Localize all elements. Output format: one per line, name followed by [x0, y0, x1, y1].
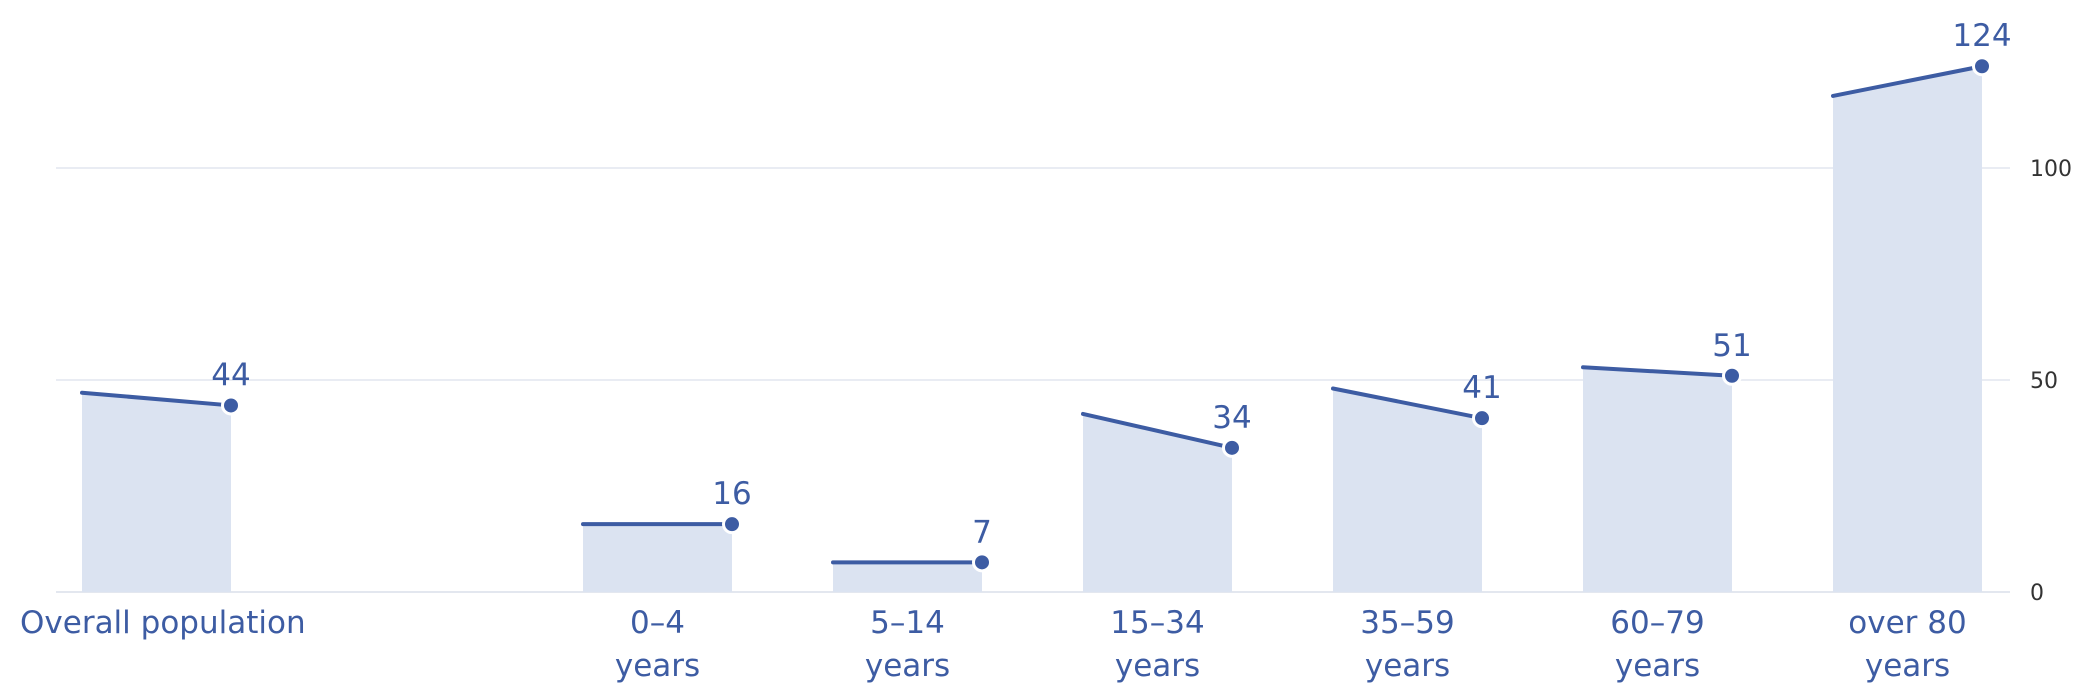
category-label: years	[865, 648, 950, 684]
area-bar	[583, 524, 732, 592]
category-label: Overall population	[20, 605, 306, 641]
y-axis-ticks: 0 50 100	[2030, 157, 2072, 606]
category-label: 15–34	[1110, 605, 1204, 641]
data-point[interactable]	[972, 552, 992, 573]
area-bar	[1583, 367, 1732, 592]
area-bar	[1083, 413, 1232, 592]
trend-line	[1831, 64, 1984, 98]
y-tick-label: 0	[2030, 581, 2044, 606]
y-tick-label: 50	[2030, 369, 2058, 394]
data-points	[221, 56, 1992, 573]
trend-line	[1331, 386, 1484, 421]
value-labels: 44 16 7 34 41 51 124	[211, 18, 2011, 550]
data-point[interactable]	[1722, 365, 1742, 386]
trend-line	[80, 390, 233, 408]
data-point[interactable]	[722, 514, 742, 535]
value-label: 41	[1462, 370, 1501, 406]
trend-line	[1581, 365, 1734, 378]
area-bars	[82, 66, 1982, 593]
value-label: 51	[1712, 328, 1751, 364]
area-bar	[833, 562, 982, 592]
value-label: 44	[211, 357, 250, 393]
category-label: years	[1365, 648, 1450, 684]
category-label: 5–14	[870, 605, 945, 641]
value-label: 124	[1952, 18, 2011, 54]
data-point[interactable]	[1222, 437, 1242, 458]
trend-line	[1081, 411, 1234, 450]
data-point[interactable]	[1972, 56, 1992, 77]
category-label: years	[1615, 648, 1700, 684]
value-label: 16	[712, 476, 751, 512]
category-label: years	[1865, 648, 1950, 684]
category-label: 35–59	[1360, 605, 1454, 641]
category-label: years	[615, 648, 700, 684]
area-bar	[82, 392, 231, 592]
data-point[interactable]	[221, 395, 241, 416]
category-labels: Overall population 0–4 years 5–14 years 15–34…	[20, 605, 1967, 684]
category-label: years	[1115, 648, 1200, 684]
category-label: over 80	[1848, 605, 1966, 641]
category-label: 60–79	[1610, 605, 1704, 641]
value-label: 7	[972, 514, 992, 550]
area-bar	[1833, 66, 1982, 593]
area-bar	[1333, 388, 1482, 592]
y-tick-label: 100	[2030, 157, 2072, 182]
category-label: 0–4	[630, 605, 685, 641]
trend-lines	[80, 64, 1984, 565]
data-point[interactable]	[1472, 408, 1492, 429]
value-label: 34	[1212, 400, 1251, 436]
